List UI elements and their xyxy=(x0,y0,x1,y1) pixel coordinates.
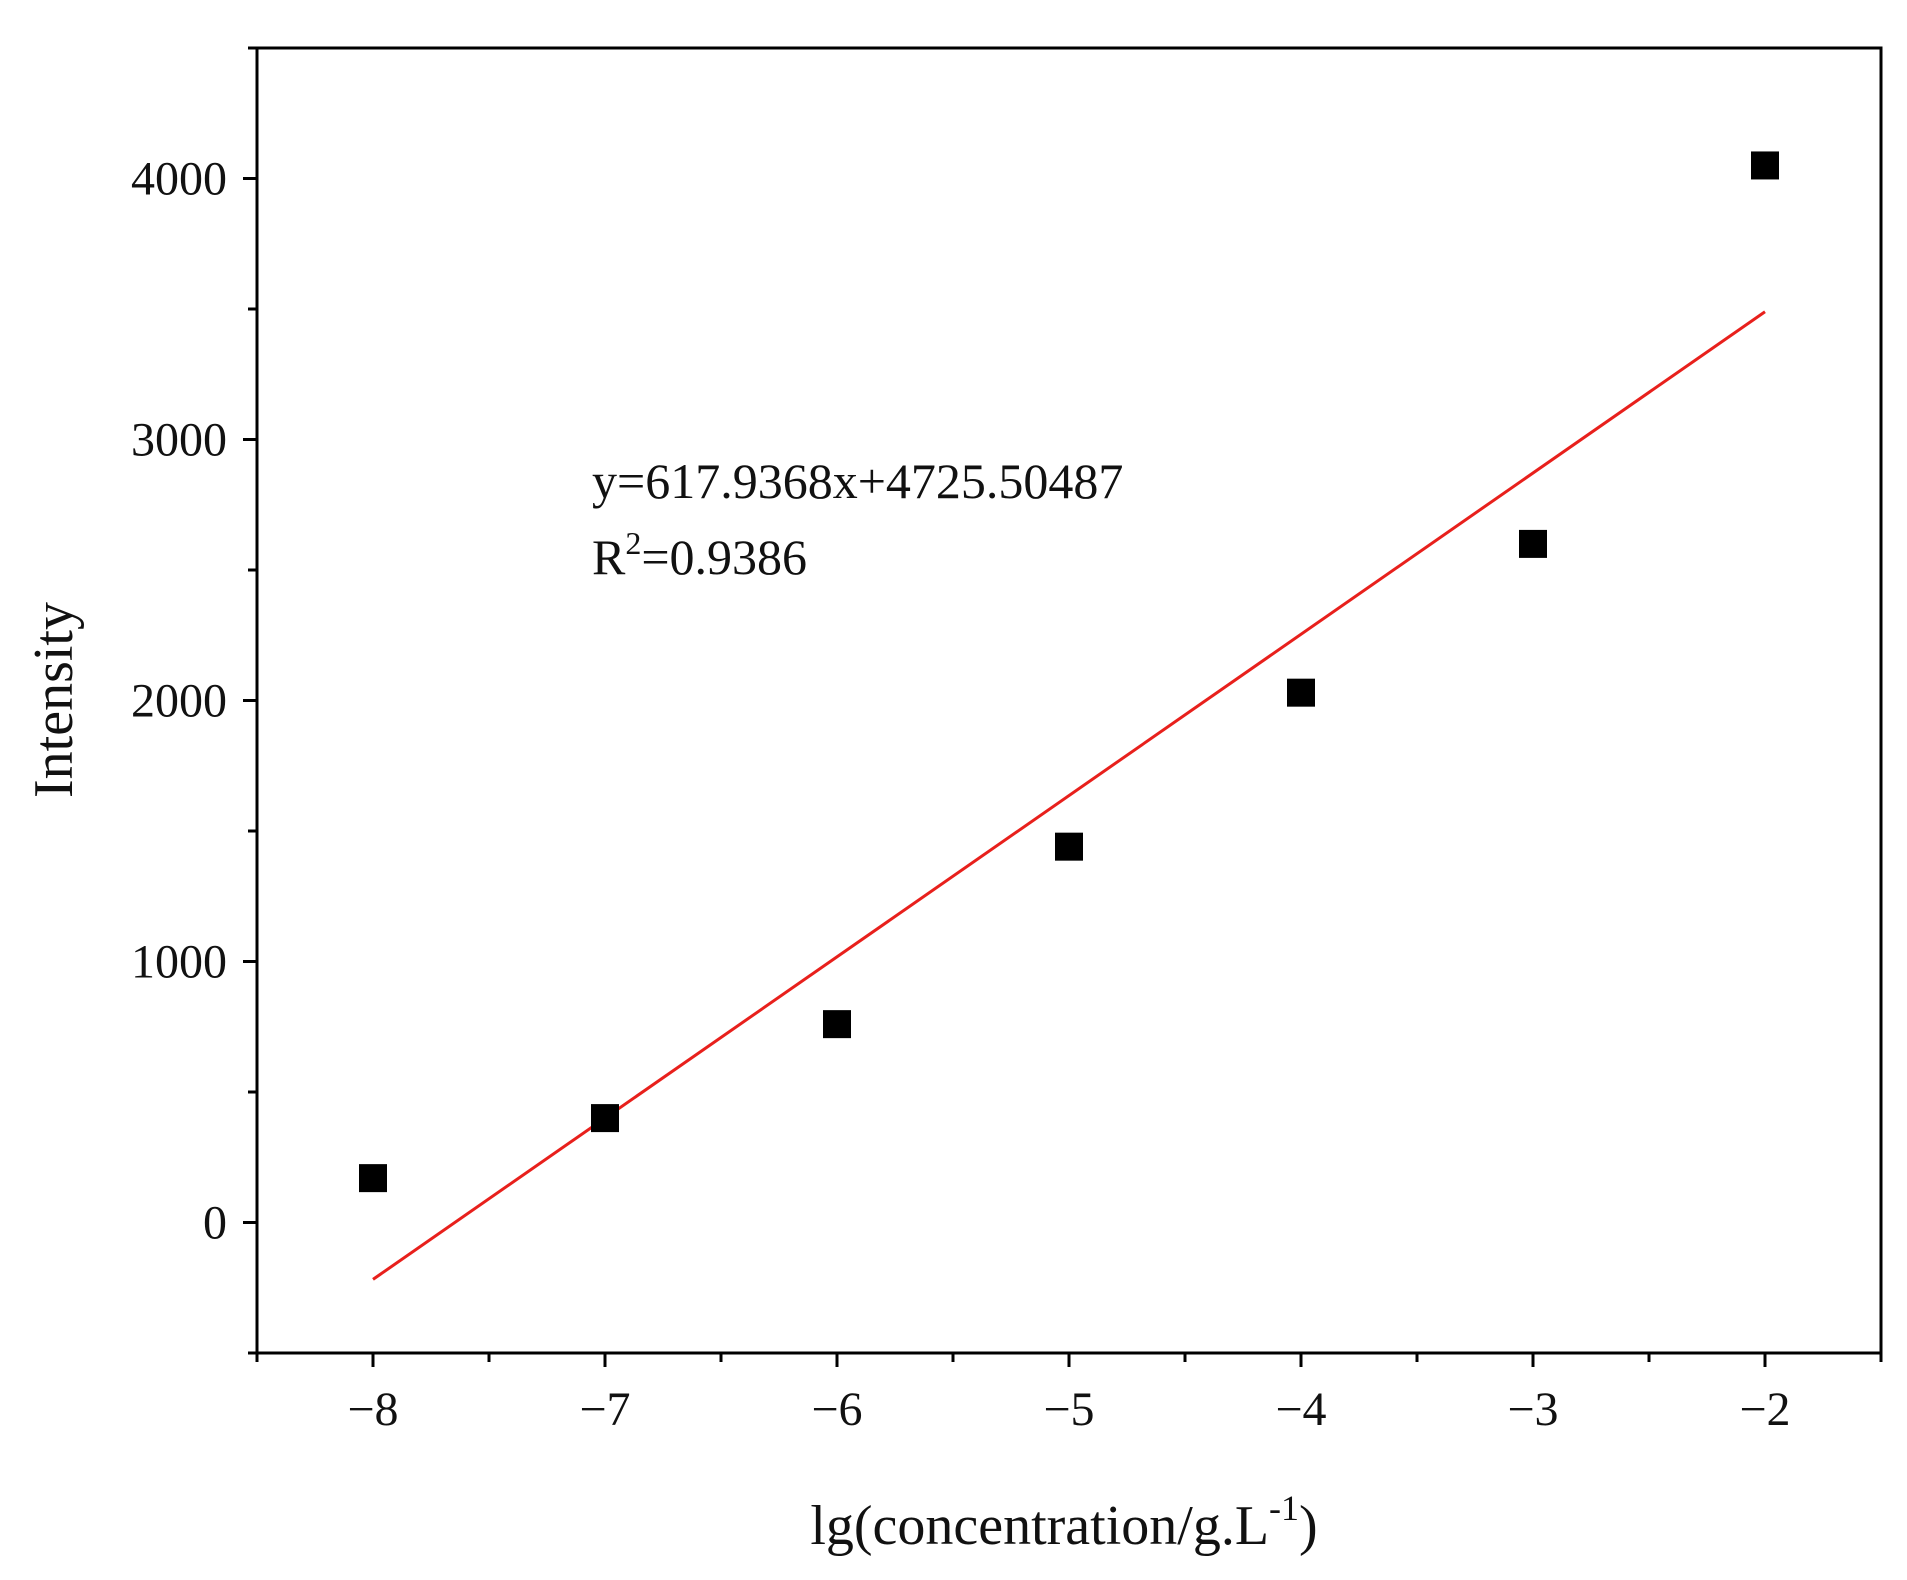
r-squared-exponent: 2 xyxy=(625,525,641,561)
data-point xyxy=(1055,832,1083,861)
data-point xyxy=(359,1164,387,1193)
plot-frame xyxy=(255,46,1883,1355)
r-squared-value: =0.9386 xyxy=(641,529,807,585)
x-tick-label: −3 xyxy=(1507,1383,1558,1436)
data-point xyxy=(1287,678,1315,707)
x-tick-label: −4 xyxy=(1275,1383,1326,1436)
x-axis-title: lg(concentration/g.L-1) xyxy=(810,1488,1317,1557)
data-point xyxy=(591,1104,619,1133)
fit-equation: y=617.9368x+4725.50487 xyxy=(592,453,1123,509)
x-axis-title-close: ) xyxy=(1299,1495,1318,1557)
y-tick-label: 4000 xyxy=(131,153,227,206)
r-squared-label: R2=0.9386 xyxy=(592,525,807,585)
data-point xyxy=(823,1010,851,1039)
y-tick-label: 0 xyxy=(203,1197,227,1250)
y-tick-label: 3000 xyxy=(131,414,227,467)
r-squared-prefix: R xyxy=(592,529,626,585)
x-tick-label: −2 xyxy=(1739,1383,1790,1436)
data-point xyxy=(1751,151,1779,180)
x-tick-label: −7 xyxy=(579,1383,630,1436)
data-point xyxy=(1519,529,1547,558)
x-tick-label: −8 xyxy=(347,1383,398,1436)
y-tick-label: 2000 xyxy=(131,675,227,728)
y-tick-label: 1000 xyxy=(131,936,227,989)
y-axis-title: Intensity xyxy=(23,602,85,798)
x-tick-label: −5 xyxy=(1043,1383,1094,1436)
x-axis-title-main: lg(concentration/g.L xyxy=(810,1495,1269,1557)
x-tick-label: −6 xyxy=(811,1383,862,1436)
x-axis-title-exponent: -1 xyxy=(1269,1488,1299,1528)
